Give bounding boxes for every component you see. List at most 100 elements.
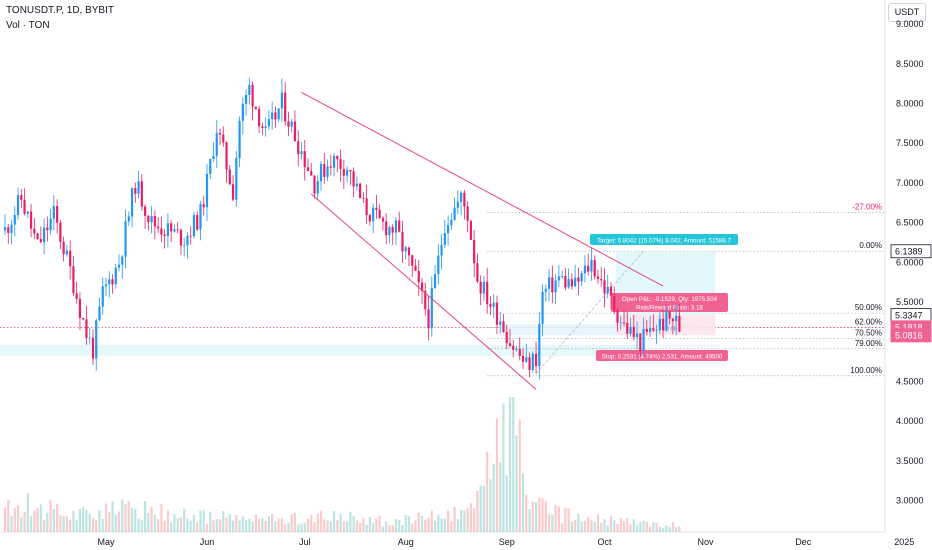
volume-bar	[336, 520, 339, 532]
candle	[196, 214, 199, 230]
volume-bar	[613, 519, 616, 532]
candle	[655, 330, 658, 331]
candle	[622, 322, 626, 324]
volume-bar	[329, 521, 332, 532]
candle	[150, 216, 153, 223]
candle	[82, 318, 85, 320]
volume-bar	[574, 519, 577, 532]
volume-bar	[609, 515, 613, 532]
volume-bar	[225, 517, 228, 532]
candle	[378, 209, 381, 218]
candle	[632, 326, 635, 338]
volume-bar	[215, 518, 218, 532]
volume-bar	[205, 523, 209, 532]
candle	[626, 322, 629, 334]
price-tick-label: 7.5000	[896, 138, 924, 148]
currency-button[interactable]: USDT	[888, 3, 926, 22]
candle	[160, 228, 163, 235]
candle	[420, 282, 424, 291]
volume-bar	[629, 524, 632, 532]
candle	[241, 103, 244, 121]
volume-bar	[368, 516, 371, 532]
candle	[231, 184, 235, 200]
candle	[287, 121, 290, 127]
fib-level-label: 79.00%	[855, 339, 882, 348]
candle	[134, 188, 137, 194]
fib-level-label: 50.00%	[855, 303, 882, 312]
candle	[244, 94, 248, 104]
candle	[326, 166, 329, 177]
volume-bar	[450, 521, 453, 532]
candle	[88, 337, 91, 339]
candle	[495, 302, 499, 325]
candle	[3, 227, 7, 231]
volume-bar	[541, 498, 544, 532]
candle	[574, 277, 577, 287]
volume-bar	[577, 513, 580, 532]
volume-bar	[352, 515, 355, 532]
candle	[42, 227, 46, 243]
candle	[179, 229, 183, 246]
fib-level-label: 70.50%	[855, 329, 882, 338]
volume-bar	[173, 514, 176, 532]
volume-title: Vol · TON	[6, 20, 50, 31]
volume-bar	[339, 513, 342, 532]
volume-bar	[323, 519, 326, 532]
volume-bar	[130, 508, 134, 532]
volume-bar	[345, 521, 349, 532]
target-label: Target: 0.8042 (15.07%) 8,042, Amount: 5…	[597, 237, 731, 244]
candle	[437, 255, 440, 275]
candle	[642, 328, 645, 351]
volume-bar	[495, 418, 499, 532]
candle	[147, 215, 150, 223]
price-tick-label: 5.5000	[896, 297, 924, 307]
candle	[619, 322, 622, 324]
candle	[329, 166, 332, 168]
volume-bar	[469, 503, 472, 532]
candle	[600, 278, 603, 281]
volume-bar	[231, 520, 235, 532]
volume-bar	[33, 510, 36, 532]
price-tick-label: 6.5000	[896, 218, 924, 228]
fib-level-label: -27.00%	[852, 202, 882, 211]
volume-bar	[668, 527, 671, 532]
volume-bar	[117, 511, 121, 532]
volume-bar	[375, 518, 378, 532]
candle	[91, 337, 95, 359]
volume-bar	[424, 519, 427, 532]
volume-bar	[192, 514, 196, 532]
candle	[479, 281, 482, 294]
candle	[365, 198, 368, 216]
target-label-bg	[590, 234, 738, 245]
fib-level-label: 62.00%	[855, 317, 882, 326]
price-label: 6.1389	[895, 246, 923, 256]
time-tick-label: Aug	[398, 537, 414, 547]
volume-bar	[600, 522, 603, 532]
volume-bar	[453, 506, 456, 532]
volume-bar	[401, 525, 404, 532]
candle	[104, 284, 108, 287]
candle	[209, 158, 212, 174]
volume-bar	[648, 526, 652, 532]
candle	[570, 279, 573, 287]
candle	[593, 259, 596, 277]
price-tick-label: 8.0000	[896, 99, 924, 109]
volume-bar	[101, 518, 104, 532]
candle	[222, 134, 225, 143]
volume-bar	[652, 522, 655, 532]
candle	[359, 183, 362, 199]
volume-bar	[261, 517, 264, 532]
candle	[157, 226, 160, 229]
candle	[290, 121, 293, 127]
candle	[310, 171, 313, 176]
fib-level-label: 0.00%	[859, 241, 882, 250]
volume-bar	[355, 520, 358, 532]
volume-bar	[16, 505, 20, 532]
candle	[349, 169, 352, 172]
stop-label: Stop: 0.2531 (4.74%) 2,531, Amount: 4950…	[602, 353, 723, 360]
volume-bar	[82, 506, 85, 532]
volume-bar	[456, 518, 459, 532]
candle	[440, 244, 443, 256]
volume-bar	[111, 501, 114, 532]
